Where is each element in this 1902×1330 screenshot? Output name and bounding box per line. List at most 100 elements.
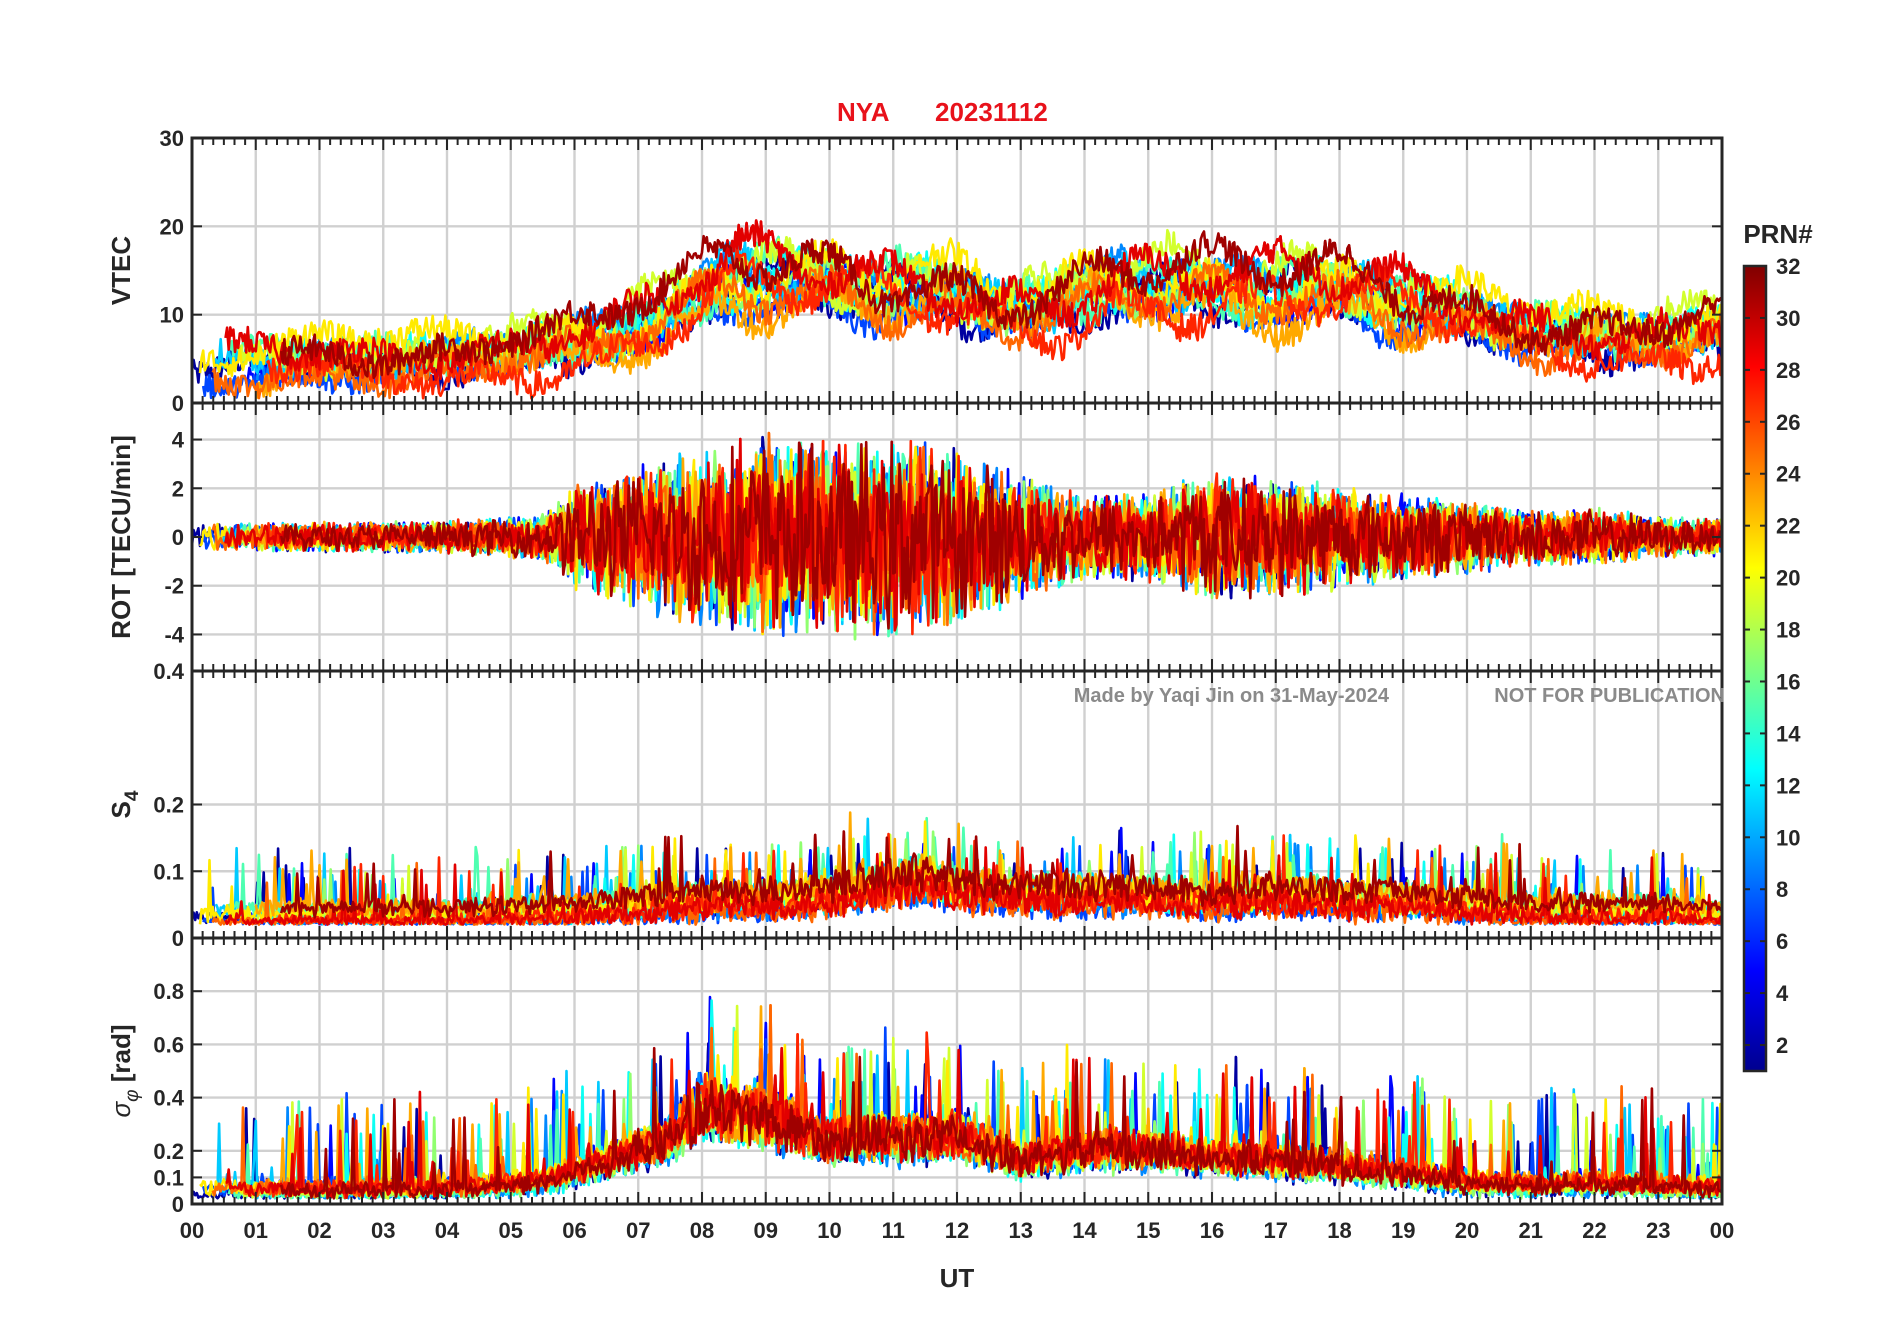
y-ticks-rot: -4 -2 0 2 4 (164, 428, 1722, 647)
grid-rot (192, 403, 1722, 671)
x-tick-label: 03 (371, 1218, 395, 1243)
colorbar-tick-label: 32 (1776, 254, 1800, 279)
colorbar: PRN# 32 30 28 26 24 22 20 18 16 14 12 10 8 6 4 2 (1742, 219, 1813, 1073)
colorbar-label: PRN# (1743, 219, 1813, 249)
series-prn-31 (279, 441, 855, 622)
series-prn-29 (224, 219, 799, 382)
x-tick-label: 02 (307, 1218, 331, 1243)
x-tick-label: 13 (1009, 1218, 1033, 1243)
y-tick-label: 0.6 (153, 1032, 184, 1057)
colorbar-tick-label: 4 (1776, 981, 1789, 1006)
x-tick-label: 04 (435, 1218, 460, 1243)
series-prn-29 (1245, 852, 1722, 926)
x-axis-label: UT (940, 1263, 975, 1293)
colorbar-tick-label: 26 (1776, 410, 1800, 435)
y-axis-label-sigma_phi: σφ [rad] (106, 1024, 143, 1117)
x-tick-label: 20 (1455, 1218, 1479, 1243)
colorbar-ticks: 32 30 28 26 24 22 20 18 16 14 12 10 8 6 4 2 (1744, 254, 1801, 1058)
colorbar-tick-label: 28 (1776, 358, 1800, 383)
colorbar-tick-label: 30 (1776, 306, 1800, 331)
colorbar-tick-label: 6 (1776, 929, 1788, 954)
series-prn-31 (1300, 842, 1722, 915)
y-label-base: σ (106, 1101, 136, 1118)
x-axis-tick-labels: 00 01 02 03 04 05 06 07 08 09 10 11 12 13 14 15 16 17 18 19… (180, 1218, 1734, 1243)
series-prn-25 (1233, 268, 1722, 377)
y-tick-label: 0 (172, 1192, 184, 1217)
y-label-base: S (106, 801, 136, 818)
series-prn-29 (734, 846, 1309, 921)
colorbar-tick-label: 20 (1776, 566, 1800, 591)
colorbar-tick-label: 14 (1776, 721, 1801, 746)
series-prn-31 (1300, 1087, 1722, 1199)
x-tick-label: 22 (1582, 1218, 1606, 1243)
y-ticks-s4: 0 0.1 0.2 0.4 (153, 659, 1722, 951)
panel-vtec: 0 10 20 30 VTEC (106, 126, 1724, 416)
series-prn-31 (790, 230, 1365, 330)
series-prn-31 (1300, 238, 1722, 356)
y-tick-label: 2 (172, 476, 184, 501)
y-tick-label: 30 (160, 126, 184, 151)
y-tick-label: 4 (172, 428, 185, 453)
x-minor-ticks-sigma_phi (191, 938, 1723, 1204)
y-ticks-sigma_phi: 00.10.2 0.4 0.6 0.8 (153, 979, 1722, 1217)
series-prn-29 (734, 219, 1309, 329)
y-tick-label: 0.2 (153, 793, 184, 818)
watermark-disclaimer: NOT FOR PUBLICATION (1494, 685, 1725, 707)
series-prn-31 (279, 234, 855, 380)
y-tick-label: 10 (160, 303, 184, 328)
series-vtec (192, 219, 1722, 400)
colorbar-tick-label: 2 (1776, 1033, 1788, 1058)
y-tick-label: 0.8 (153, 979, 184, 1004)
series-prn-31 (790, 1055, 1365, 1187)
series-s4 (192, 811, 1722, 926)
series-prn-31 (790, 824, 1365, 907)
x-tick-label: 11 (882, 1218, 905, 1243)
y-tick-label: -2 (164, 574, 184, 599)
y-label-unit: [rad] (106, 1024, 136, 1089)
y-tick-label: 0 (172, 926, 184, 951)
series-prn-31 (790, 440, 1365, 630)
colorbar-tick-label: 24 (1776, 462, 1801, 487)
x-tick-label: 07 (626, 1218, 650, 1243)
series-prn-25 (723, 261, 1298, 352)
colorbar-tick-label: 10 (1776, 825, 1800, 850)
y-tick-label: 0 (172, 525, 184, 550)
x-tick-label: 18 (1327, 1218, 1351, 1243)
series-sigma_phi (192, 995, 1722, 1200)
x-minor-ticks-vtec (191, 138, 1723, 403)
x-tick-label: 00 (180, 1218, 204, 1243)
series-prn-31 (279, 1046, 855, 1200)
x-tick-label: 08 (690, 1218, 714, 1243)
y-label-sub: φ (122, 1089, 143, 1101)
y-axis-label-vtec: VTEC (106, 236, 136, 306)
y-tick-label: 0.4 (153, 1086, 184, 1111)
series-prn-21 (198, 263, 774, 378)
series-prn-29 (224, 863, 799, 926)
series-prn-25 (211, 266, 787, 400)
watermark-author: Made by Yaqi Jin on 31-May-2024 (1074, 685, 1390, 707)
y-tick-label: 20 (160, 214, 184, 239)
y-tick-label: -4 (164, 622, 184, 647)
colorbar-tick-label: 18 (1776, 618, 1800, 643)
y-axis-label-s4: S4 (106, 790, 143, 818)
y-tick-label: 0.2 (153, 1139, 184, 1164)
series-rot (192, 431, 1722, 641)
x-minor-ticks-rot (191, 403, 1723, 671)
x-tick-label: 14 (1072, 1218, 1097, 1243)
x-tick-label: 06 (562, 1218, 586, 1243)
title-date: 20231112 (935, 97, 1048, 127)
panel-rot: -4 -2 0 2 4 ROT [TECU/min] (106, 401, 1724, 673)
x-tick-label: 16 (1200, 1218, 1224, 1243)
y-label-sub: 4 (122, 790, 143, 801)
y-tick-label: 0.1 (153, 859, 184, 884)
colorbar-tick-label: 16 (1776, 669, 1800, 694)
chart-title: NYA 20231112 (837, 97, 1048, 127)
x-tick-label: 19 (1391, 1218, 1415, 1243)
series-prn-27 (265, 246, 840, 400)
series-prn-31 (1300, 494, 1722, 584)
title-station: NYA (837, 97, 890, 127)
x-tick-label: 09 (754, 1218, 778, 1243)
x-tick-label: 05 (499, 1218, 523, 1243)
